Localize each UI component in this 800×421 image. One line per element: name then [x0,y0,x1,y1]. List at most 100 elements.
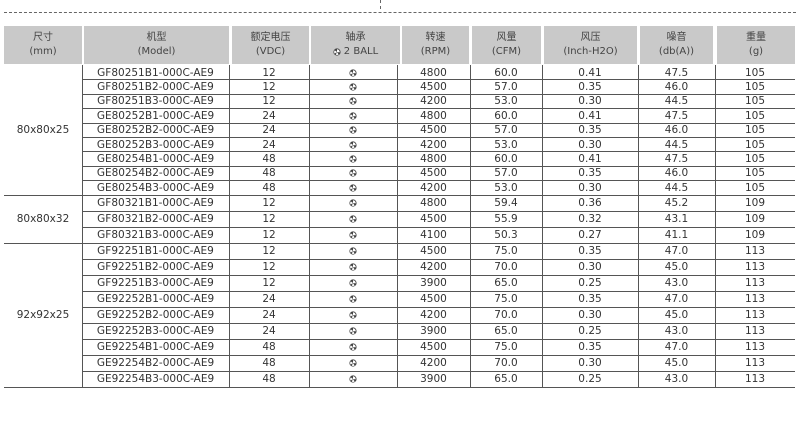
speed-cell: 3900 [420,325,447,338]
row-rule [82,323,795,324]
ball-bearing-icon [349,215,357,223]
pressure-cell: 0.32 [578,213,602,226]
pressure-cell: 0.30 [578,181,602,194]
ball-bearing-icon [349,311,357,319]
airflow-cell: 60.0 [494,153,518,166]
model-cell: GE92252B2-000C-AE9 [96,309,215,322]
row-rule [4,195,795,196]
pressure-cell: 0.41 [578,109,602,122]
header-unit: (Inch-H2O) [563,46,618,57]
header-airflow: 风量 (CFM) [472,26,541,64]
row-rule [4,243,795,244]
pressure-cell: 0.25 [578,373,602,386]
airflow-cell: 53.0 [494,138,518,151]
bearing-cell [309,324,397,339]
pressure-cell: 0.30 [578,95,602,108]
weight-cell: 113 [744,261,766,274]
row-rule [82,137,795,138]
size-cell: 92x92x25 [16,308,70,321]
header-unit-wrap: (RPM) [402,45,469,59]
header-unit-wrap: (VDC) [232,45,309,59]
ball-bearing-icon [349,83,357,91]
airflow-cell: 65.0 [494,277,518,290]
header-unit-wrap: (mm) [4,45,82,59]
bearing-cell [309,109,397,122]
header-noise: 噪音 (db(A)) [640,26,713,64]
pressure-cell: 0.41 [578,153,602,166]
header-unit-wrap: (Model) [84,45,229,59]
model-cell: GE80252B2-000C-AE9 [96,124,215,137]
weight-cell: 105 [744,124,766,137]
row-rule [82,94,795,95]
row-rule [82,166,795,167]
voltage-cell: 48 [262,153,276,166]
voltage-cell: 12 [262,261,276,274]
ball-bearing-icon [349,155,357,163]
header-weight: 重量 (g) [717,26,795,64]
airflow-cell: 70.0 [494,261,518,274]
size-cell: 80x80x32 [16,212,70,225]
model-cell: GF92251B2-000C-AE9 [97,261,214,274]
airflow-cell: 50.3 [494,229,518,242]
header-speed: 转速 (RPM) [402,26,469,64]
voltage-cell: 24 [262,309,276,322]
airflow-cell: 70.0 [494,357,518,370]
ball-bearing-icon [349,247,357,255]
noise-cell: 45.0 [664,261,689,274]
bearing-cell [309,196,397,211]
speed-cell: 4100 [420,229,447,242]
pressure-cell: 0.41 [578,66,602,79]
bearing-cell [309,340,397,355]
row-rule [82,371,795,372]
ball-bearing-icon [349,359,357,367]
bearing-cell [309,228,397,243]
header-unit-wrap: (CFM) [472,45,541,59]
model-cell: GE80252B3-000C-AE9 [96,138,215,151]
model-cell: GE92254B3-000C-AE9 [96,373,215,386]
bearing-cell [309,80,397,93]
header-label: 尺寸 [33,32,53,43]
noise-cell: 47.5 [664,109,689,122]
weight-cell: 105 [744,153,766,166]
airflow-cell: 53.0 [494,181,518,194]
weight-cell: 109 [744,213,766,226]
model-cell: GF92251B1-000C-AE9 [97,245,214,258]
header-label: 机型 [146,32,167,43]
row-rule [82,291,795,292]
column-rule [229,65,230,387]
speed-cell: 4200 [420,357,447,370]
header-model: 机型 (Model) [84,26,229,64]
pressure-cell: 0.30 [578,261,602,274]
pressure-cell: 0.30 [578,138,602,151]
weight-cell: 113 [744,325,766,338]
model-cell: GF80251B2-000C-AE9 [97,81,214,94]
speed-cell: 4800 [420,109,447,122]
weight-cell: 105 [744,66,766,79]
model-cell: GE92254B2-000C-AE9 [96,357,215,370]
header-unit: 2 BALL [343,46,379,57]
header-bearing: 轴承 2 BALL [311,26,400,64]
voltage-cell: 24 [262,293,276,306]
speed-cell: 4800 [420,197,447,210]
pressure-cell: 0.36 [578,197,602,210]
size-cell: 80x80x25 [16,123,70,136]
noise-cell: 45.0 [664,309,689,322]
header-label: 轴承 [345,32,366,43]
column-rule [542,65,543,387]
pressure-cell: 0.35 [578,341,602,354]
noise-cell: 44.5 [664,95,689,108]
row-rule [82,275,795,276]
airflow-cell: 57.0 [494,167,518,180]
column-rule [470,65,471,387]
row-rule [82,151,795,152]
header-unit: (Model) [137,46,176,57]
speed-cell: 4500 [420,245,447,258]
noise-cell: 46.0 [664,167,689,180]
pressure-cell: 0.35 [578,293,602,306]
header-label: 重量 [746,32,766,43]
column-rule [309,65,310,387]
weight-cell: 113 [744,245,766,258]
ball-bearing-icon [349,112,357,120]
header-size: 尺寸 (mm) [4,26,82,64]
row-rule [82,180,795,181]
